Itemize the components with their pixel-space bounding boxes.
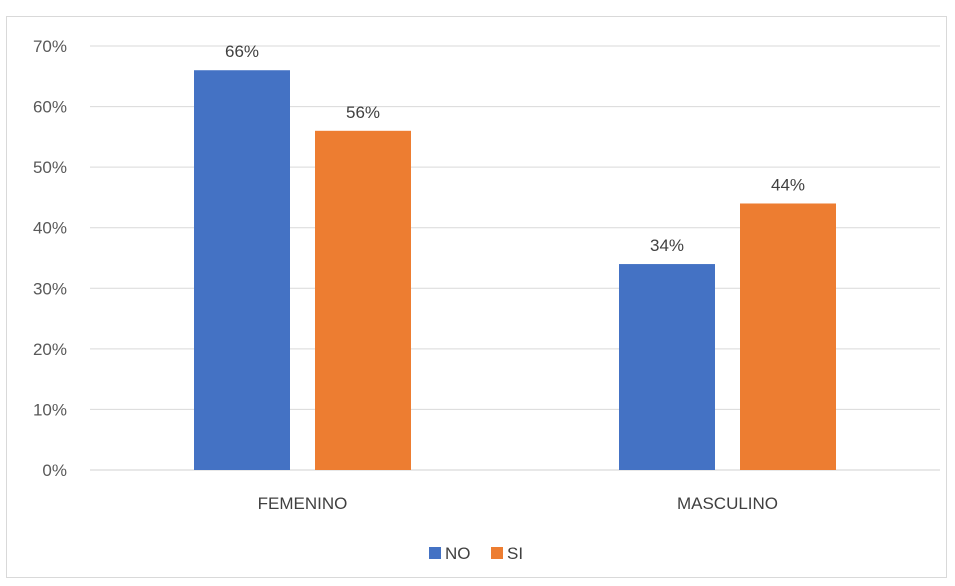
data-label: 44% <box>771 175 805 194</box>
legend-label: SI <box>507 544 523 563</box>
y-tick-label: 60% <box>33 98 67 117</box>
bar-si-femenino <box>315 130 411 471</box>
bar-si-masculino <box>740 203 836 470</box>
legend-swatch <box>429 547 441 559</box>
legend-swatch <box>491 547 503 559</box>
data-label: 56% <box>346 103 380 122</box>
y-tick-label: 30% <box>33 279 67 298</box>
bar-no-femenino <box>194 70 290 470</box>
y-tick-label: 20% <box>33 340 67 359</box>
bar-no-masculino <box>619 264 715 470</box>
y-tick-label: 70% <box>33 37 67 56</box>
x-category-label: FEMENINO <box>258 494 348 513</box>
legend-label: NO <box>445 544 471 563</box>
y-tick-label: 10% <box>33 400 67 419</box>
x-category-label: MASCULINO <box>677 494 778 513</box>
y-tick-label: 40% <box>33 219 67 238</box>
y-tick-label: 50% <box>33 158 67 177</box>
data-label: 66% <box>225 42 259 61</box>
y-tick-label: 0% <box>42 461 67 480</box>
data-label: 34% <box>650 236 684 255</box>
